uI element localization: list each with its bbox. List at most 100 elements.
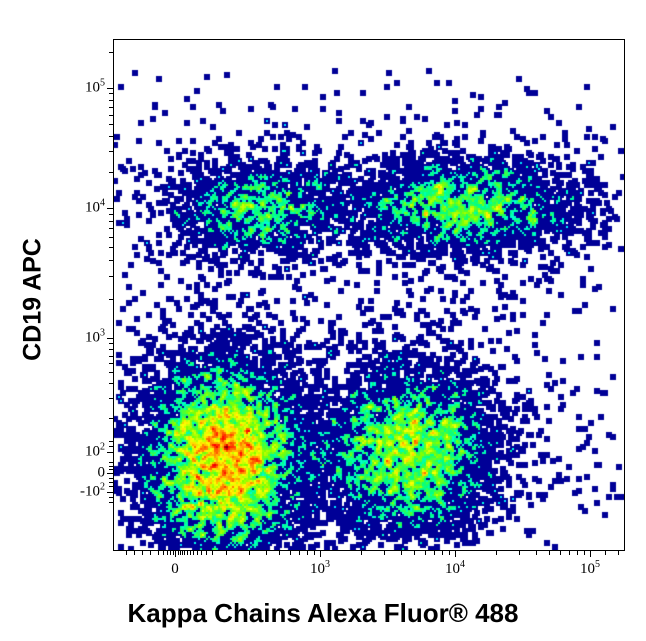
y-tick-minor <box>109 466 113 467</box>
x-tick-minor <box>170 551 171 555</box>
y-tick-minor <box>109 99 113 101</box>
x-tick-minor <box>618 551 619 555</box>
x-tick-minor <box>360 551 362 555</box>
y-tick-minor <box>109 213 113 215</box>
y-tick-label-1e3: 103 <box>85 327 105 346</box>
y-tick-minor <box>109 93 113 95</box>
y-tick-minor <box>109 228 113 230</box>
y-tick-minor <box>109 150 113 152</box>
x-tick-minor <box>150 551 151 555</box>
y-tick-minor <box>109 372 113 374</box>
x-tick-minor <box>142 551 143 555</box>
x-tick-minor <box>279 551 281 555</box>
y-tick-label-neg1e2: -102 <box>80 481 105 500</box>
x-tick-minor <box>384 551 386 555</box>
x-tick-minor <box>401 551 403 555</box>
x-tick-minor <box>249 551 251 555</box>
x-tick-minor <box>560 551 562 555</box>
y-tick-minor <box>109 275 113 277</box>
x-tick-minor <box>536 551 538 555</box>
x-tick-minor <box>266 551 268 555</box>
x-tick-minor <box>569 551 571 555</box>
x-tick-minor <box>126 551 127 555</box>
y-tick-minor <box>109 478 113 479</box>
x-tick-minor <box>306 551 308 555</box>
x-tick-minor <box>576 551 578 555</box>
y-tick-major <box>107 338 113 339</box>
y-tick-minor <box>109 114 113 116</box>
y-tick-minor <box>109 298 113 300</box>
y-tick-minor <box>109 486 113 487</box>
x-tick-minor <box>225 551 227 555</box>
y-tick-minor <box>109 343 113 345</box>
y-tick-minor <box>109 469 113 470</box>
y-tick-minor <box>109 446 113 447</box>
x-tick-minor <box>448 551 450 555</box>
x-tick-minor <box>519 551 521 555</box>
x-tick-minor <box>190 551 191 555</box>
y-tick-minor <box>109 236 113 238</box>
x-tick-minor <box>414 551 416 555</box>
y-tick-minor <box>109 355 113 357</box>
x-tick-minor <box>212 551 213 555</box>
y-tick-minor <box>109 397 113 399</box>
y-tick-major <box>107 208 113 209</box>
y-tick-minor <box>109 259 113 261</box>
x-tick-minor <box>134 551 135 555</box>
y-axis-title: CD19 APC <box>18 238 47 361</box>
x-tick-minor <box>201 551 202 555</box>
x-tick-label-zero: 0 <box>171 561 179 577</box>
x-tick-minor <box>605 551 606 555</box>
y-tick-minor <box>109 482 113 483</box>
scatter-density-canvas <box>114 40 624 550</box>
y-tick-minor <box>109 462 113 463</box>
x-tick-minor <box>158 551 159 555</box>
x-tick-label-1e5: 105 <box>580 559 600 577</box>
plot-frame <box>113 39 625 551</box>
y-tick-minor <box>109 220 113 222</box>
y-tick-minor <box>109 502 113 503</box>
x-tick-minor <box>193 551 194 555</box>
x-tick-minor <box>180 551 181 555</box>
x-tick-minor <box>425 551 427 555</box>
x-tick-minor <box>206 551 207 555</box>
y-tick-minor <box>109 106 113 108</box>
x-tick-label-1e4: 104 <box>445 559 465 577</box>
x-tick-minor <box>197 551 198 555</box>
y-tick-major <box>107 492 113 493</box>
y-tick-minor <box>109 51 113 53</box>
y-tick-minor <box>109 135 113 137</box>
y-tick-minor <box>109 497 113 498</box>
y-tick-label-1e5: 105 <box>85 77 105 96</box>
y-tick-minor <box>109 171 113 173</box>
x-tick-label-1e3: 103 <box>310 559 330 577</box>
x-tick-minor <box>178 551 179 555</box>
x-tick-major <box>320 551 321 557</box>
y-tick-minor <box>109 349 113 351</box>
x-tick-minor <box>187 551 188 555</box>
x-tick-minor <box>313 551 315 555</box>
y-tick-minor <box>109 383 113 385</box>
x-tick-minor <box>184 551 185 555</box>
x-tick-major <box>175 551 176 557</box>
x-tick-minor <box>163 551 164 555</box>
y-tick-major <box>107 88 113 89</box>
y-tick-major <box>107 452 113 453</box>
y-tick-minor <box>109 247 113 249</box>
y-tick-label-1e2: 102 <box>85 441 105 460</box>
x-tick-minor <box>583 551 585 555</box>
x-tick-minor <box>434 551 436 555</box>
y-tick-major <box>107 473 113 474</box>
x-tick-minor <box>167 551 168 555</box>
x-tick-major <box>590 551 591 557</box>
y-tick-minor <box>109 124 113 126</box>
x-tick-minor <box>495 551 497 555</box>
y-tick-minor <box>109 363 113 365</box>
x-tick-major <box>455 551 456 557</box>
y-tick-label-zero: 0 <box>97 464 106 481</box>
x-tick-minor <box>441 551 443 555</box>
x-tick-minor <box>290 551 292 555</box>
x-tick-minor <box>173 551 174 555</box>
x-tick-minor <box>549 551 551 555</box>
